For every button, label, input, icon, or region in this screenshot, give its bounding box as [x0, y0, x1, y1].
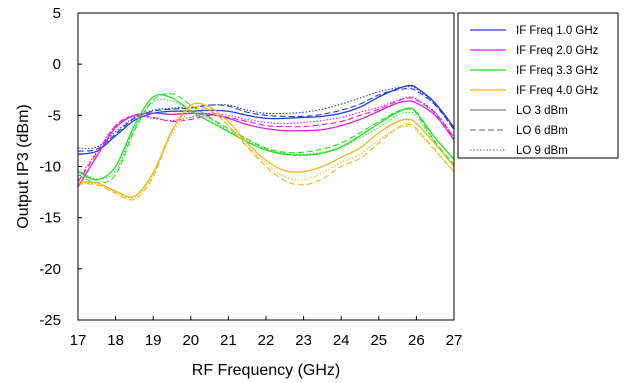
legend-label: LO 9 dBm [516, 145, 568, 157]
series-line-if-freq-4-0-ghz-lo-9-dbm [77, 108, 455, 199]
ticks-layer: 17 18 19 20 21 22 23 24 25 26 27 -25 -20 -15 -10 -5 0 5 [39, 5, 462, 349]
x-tick-label: 21 [220, 332, 237, 349]
legend-item-lo-3-dbm: LO 3 dBm [470, 105, 568, 117]
x-tick-label: 19 [145, 332, 162, 349]
series-line-if-freq-1-0-ghz-lo-6-dbm [77, 88, 455, 152]
y-tick-label: -15 [39, 210, 61, 227]
x-tick-label: 22 [258, 332, 275, 349]
legend-label: LO 6 dBm [516, 125, 568, 137]
legend-item-if-freq-2-0-ghz: IF Freq 2.0 GHz [470, 45, 599, 57]
x-tick-label: 26 [408, 332, 425, 349]
y-axis-title: Output IP3 (dBm) [15, 104, 32, 229]
x-axis-title: RF Frequency (GHz) [192, 362, 340, 379]
legend-box [457, 12, 619, 159]
legend-item-if-freq-3-3-ghz: IF Freq 3.3 GHz [470, 65, 599, 77]
x-tick-label: 17 [70, 332, 87, 349]
y-tick-label: -10 [39, 159, 61, 176]
series-line-if-freq-2-0-ghz-lo-3-dbm [77, 100, 455, 188]
legend-item-if-freq-4-0-ghz: IF Freq 4.0 GHz [470, 85, 599, 97]
x-tick-label: 24 [333, 332, 350, 349]
legend-label: LO 3 dBm [516, 105, 568, 117]
x-tick-label: 20 [182, 332, 199, 349]
legend-item-lo-6-dbm: LO 6 dBm [470, 125, 568, 137]
y-tick-label: 5 [53, 5, 61, 22]
series-line-if-freq-4-0-ghz-lo-3-dbm [77, 102, 455, 198]
legend-items: IF Freq 1.0 GHz IF Freq 2.0 GHz IF Freq 3.… [470, 25, 599, 157]
series-line-if-freq-3-3-ghz-lo-6-dbm [77, 93, 455, 184]
series-line-if-freq-3-3-ghz-lo-3-dbm [77, 93, 455, 181]
series-line-if-freq-1-0-ghz-lo-9-dbm [77, 86, 455, 150]
legend-item-if-freq-1-0-ghz: IF Freq 1.0 GHz [470, 25, 599, 37]
legend: IF Freq 1.0 GHz IF Freq 2.0 GHz IF Freq 3.… [457, 12, 619, 159]
x-tick-label: 18 [107, 332, 124, 349]
series-line-if-freq-3-3-ghz-lo-9-dbm [77, 98, 455, 180]
series-line-if-freq-4-0-ghz-lo-6-dbm [77, 106, 455, 201]
y-tick-label: 0 [53, 56, 61, 73]
x-tick-label: 27 [446, 332, 463, 349]
legend-item-lo-9-dbm: LO 9 dBm [470, 145, 568, 157]
series-line-if-freq-2-0-ghz-lo-6-dbm [77, 97, 455, 183]
series-line-if-freq-1-0-ghz-lo-3-dbm [77, 84, 455, 155]
legend-label: IF Freq 4.0 GHz [516, 85, 599, 97]
y-tick-label: -20 [39, 261, 61, 278]
series-line-if-freq-2-0-ghz-lo-9-dbm [77, 96, 455, 180]
legend-label: IF Freq 1.0 GHz [516, 25, 599, 37]
series-layer [77, 84, 455, 201]
plot-frame [77, 12, 455, 321]
legend-label: IF Freq 3.3 GHz [516, 65, 599, 77]
y-tick-label: -25 [39, 312, 61, 329]
legend-label: IF Freq 2.0 GHz [516, 45, 599, 57]
y-tick-label: -5 [48, 107, 61, 124]
x-tick-label: 23 [295, 332, 312, 349]
x-tick-label: 25 [370, 332, 387, 349]
